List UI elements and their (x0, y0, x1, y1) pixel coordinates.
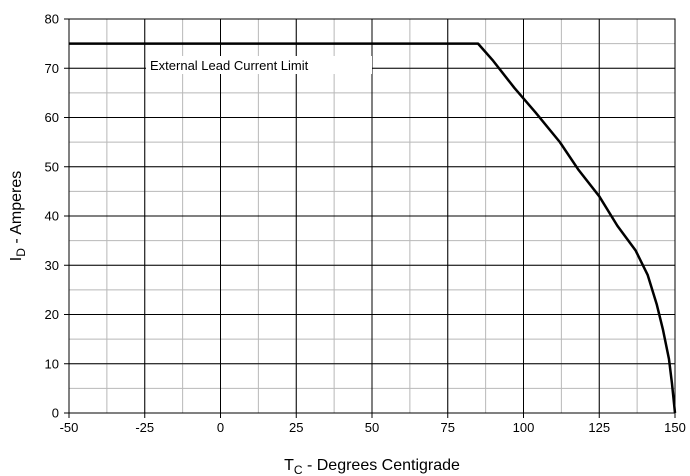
x-tick-label: 75 (441, 420, 455, 435)
y-axis-title-text: - Amperes (8, 171, 25, 248)
x-tick-label: 100 (513, 420, 535, 435)
y-tick-label: 10 (45, 356, 59, 371)
x-tick-label: 125 (588, 420, 610, 435)
x-axis-title: TC - Degrees Centigrade (284, 457, 460, 476)
y-tick-label: 30 (45, 258, 59, 273)
y-tick-label: 40 (45, 209, 59, 224)
x-axis-title-symbol: T (284, 457, 294, 474)
annotation-label: External Lead Current Limit (150, 58, 309, 73)
x-tick-label: 50 (365, 420, 379, 435)
y-tick-label: 0 (52, 406, 59, 421)
y-axis-title-symbol: I (8, 257, 25, 261)
x-tick-labels: -50 -25 0 25 50 75 100 125 150 (60, 413, 686, 435)
x-tick-label: -25 (135, 420, 154, 435)
series-layer (69, 42, 677, 414)
y-tick-label: 60 (45, 110, 59, 125)
x-axis-title-text: - Degrees Centigrade (303, 457, 461, 474)
series-line-drain-current (69, 42, 677, 414)
x-tick-label: 150 (664, 420, 686, 435)
y-tick-label: 20 (45, 307, 59, 322)
y-axis-title-subscript: D (14, 248, 28, 257)
annotation-background (146, 56, 372, 74)
y-tick-label: 50 (45, 159, 59, 174)
y-tick-labels: 0 10 20 30 40 50 60 70 80 (45, 12, 69, 421)
y-tick-label: 70 (45, 61, 59, 76)
y-tick-label: 80 (45, 12, 59, 27)
x-tick-label: 0 (217, 420, 224, 435)
y-axis-title: ID - Amperes (8, 171, 28, 261)
x-tick-label: 25 (289, 420, 303, 435)
x-axis-title-subscript: C (294, 463, 303, 476)
grid-lines (69, 19, 675, 413)
x-tick-label: -50 (60, 420, 79, 435)
